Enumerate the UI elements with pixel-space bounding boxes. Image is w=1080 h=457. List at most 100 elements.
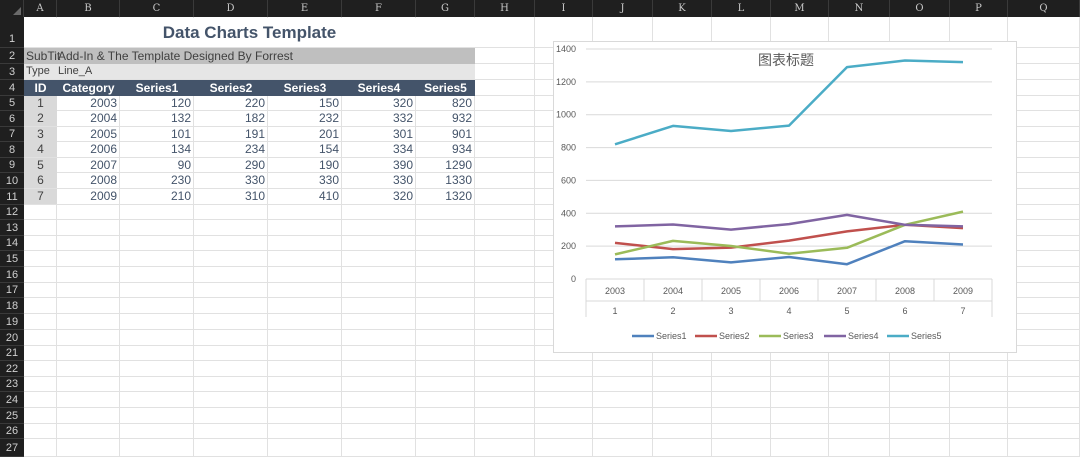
- table-cell-series5[interactable]: 1330: [445, 173, 472, 187]
- row-header-1[interactable]: 1: [0, 17, 24, 48]
- row-header-3[interactable]: 3: [0, 64, 24, 80]
- column-header-D[interactable]: D: [194, 0, 268, 17]
- row-header-10[interactable]: 10: [0, 173, 24, 189]
- table-cell-id[interactable]: 5: [24, 158, 57, 173]
- row-header-24[interactable]: 24: [0, 392, 24, 408]
- table-cell-series1[interactable]: 101: [170, 127, 191, 141]
- chart-y-tick-label: 200: [561, 241, 576, 251]
- table-cell-series1[interactable]: 120: [170, 96, 191, 110]
- table-cell-series3[interactable]: 154: [318, 142, 339, 156]
- table-cell-series1[interactable]: 134: [170, 142, 191, 156]
- column-header-P[interactable]: P: [950, 0, 1008, 17]
- table-cell-series5[interactable]: 1320: [445, 189, 472, 203]
- table-cell-series4[interactable]: 330: [392, 173, 413, 187]
- table-cell-series3[interactable]: 190: [318, 158, 339, 172]
- row-header-23[interactable]: 23: [0, 377, 24, 392]
- table-cell-id[interactable]: 7: [24, 189, 57, 204]
- column-header-H[interactable]: H: [475, 0, 535, 17]
- table-cell-series4[interactable]: 320: [392, 189, 413, 203]
- column-header-M[interactable]: M: [771, 0, 829, 17]
- table-cell-series5[interactable]: 1290: [445, 158, 472, 172]
- table-cell-series4[interactable]: 390: [392, 158, 413, 172]
- row-header-17[interactable]: 17: [0, 283, 24, 298]
- table-cell-series5[interactable]: 932: [451, 111, 472, 125]
- table-cell-series3[interactable]: 232: [318, 111, 339, 125]
- table-cell-series4[interactable]: 334: [392, 142, 413, 156]
- table-cell-id[interactable]: 3: [24, 127, 57, 142]
- table-cell-series3[interactable]: 201: [318, 127, 339, 141]
- table-cell-series2[interactable]: 191: [244, 127, 265, 141]
- column-header-Q[interactable]: Q: [1008, 0, 1080, 17]
- row-header-7[interactable]: 7: [0, 127, 24, 142]
- sheet-title[interactable]: Data Charts Template: [24, 18, 475, 47]
- table-cell-series1[interactable]: 90: [177, 158, 191, 172]
- table-cell-series3[interactable]: 410: [318, 189, 339, 203]
- table-cell-series3[interactable]: 150: [318, 96, 339, 110]
- row-header-11[interactable]: 11: [0, 189, 24, 205]
- table-cell-series1[interactable]: 210: [170, 189, 191, 203]
- table-cell-series2[interactable]: 290: [244, 158, 265, 172]
- row-header-8[interactable]: 8: [0, 142, 24, 158]
- table-cell-category[interactable]: 2006: [90, 142, 117, 156]
- column-header-B[interactable]: B: [57, 0, 120, 17]
- table-cell-series5[interactable]: 820: [451, 96, 472, 110]
- table-cell-category[interactable]: 2003: [90, 96, 117, 110]
- column-header-J[interactable]: J: [593, 0, 653, 17]
- row-header-20[interactable]: 20: [0, 330, 24, 346]
- column-header-G[interactable]: G: [416, 0, 475, 17]
- table-cell-series2[interactable]: 220: [244, 96, 265, 110]
- column-header-A[interactable]: A: [24, 0, 57, 17]
- table-cell-series3[interactable]: 330: [318, 173, 339, 187]
- column-header-N[interactable]: N: [829, 0, 890, 17]
- table-cell-series2[interactable]: 182: [244, 111, 265, 125]
- row-header-6[interactable]: 6: [0, 111, 24, 127]
- table-cell-series1[interactable]: 132: [170, 111, 191, 125]
- line-chart[interactable]: 0 200 400 600 800 1000 1200 1400 2003 2004 2005 200…: [553, 41, 1017, 353]
- column-header-I[interactable]: I: [535, 0, 593, 17]
- select-all-corner[interactable]: [0, 0, 24, 17]
- row-header-25[interactable]: 25: [0, 408, 24, 424]
- table-cell-category[interactable]: 2004: [90, 111, 117, 125]
- row-header-5[interactable]: 5: [0, 96, 24, 111]
- table-cell-id[interactable]: 1: [24, 96, 57, 111]
- column-header-K[interactable]: K: [653, 0, 712, 17]
- row-header-9[interactable]: 9: [0, 158, 24, 173]
- table-cell-series4[interactable]: 301: [392, 127, 413, 141]
- table-cell-series5[interactable]: 934: [451, 142, 472, 156]
- row-header-26[interactable]: 26: [0, 424, 24, 439]
- column-header-E[interactable]: E: [268, 0, 342, 17]
- row-header-15[interactable]: 15: [0, 251, 24, 267]
- row-header-21[interactable]: 21: [0, 346, 24, 361]
- table-cell-id[interactable]: 6: [24, 173, 57, 188]
- column-header-F[interactable]: F: [342, 0, 416, 17]
- row-header-4[interactable]: 4: [0, 80, 24, 96]
- row-header-14[interactable]: 14: [0, 236, 24, 251]
- table-cell-id[interactable]: 4: [24, 142, 57, 157]
- column-header-O[interactable]: O: [890, 0, 950, 17]
- row-header-13[interactable]: 13: [0, 220, 24, 236]
- table-cell-category[interactable]: 2005: [90, 127, 117, 141]
- row-header-12[interactable]: 12: [0, 205, 24, 220]
- column-header-L[interactable]: L: [712, 0, 771, 17]
- table-cell-series2[interactable]: 310: [244, 189, 265, 203]
- subtitle-row[interactable]: SubTit Add-In & The Template Designed By…: [24, 48, 475, 64]
- table-cell-series4[interactable]: 332: [392, 111, 413, 125]
- table-cell-series1[interactable]: 230: [170, 173, 191, 187]
- row-header-16[interactable]: 16: [0, 267, 24, 283]
- table-cell-series2[interactable]: 234: [244, 142, 265, 156]
- type-row[interactable]: Type Line_A: [24, 64, 475, 79]
- row-header-19[interactable]: 19: [0, 314, 24, 330]
- table-cell-category[interactable]: 2007: [90, 158, 117, 172]
- row-header-27[interactable]: 27: [0, 439, 24, 457]
- table-cell-series5[interactable]: 901: [451, 127, 472, 141]
- table-cell-category[interactable]: 2009: [90, 189, 117, 203]
- table-cell-id[interactable]: 2: [24, 111, 57, 126]
- column-header-C[interactable]: C: [120, 0, 194, 17]
- row-header-18[interactable]: 18: [0, 298, 24, 314]
- table-cell-series2[interactable]: 330: [244, 173, 265, 187]
- row-header-22[interactable]: 22: [0, 361, 24, 377]
- row-header-2[interactable]: 2: [0, 48, 24, 64]
- table-cell-series4[interactable]: 320: [392, 96, 413, 110]
- table-cell-category[interactable]: 2008: [90, 173, 117, 187]
